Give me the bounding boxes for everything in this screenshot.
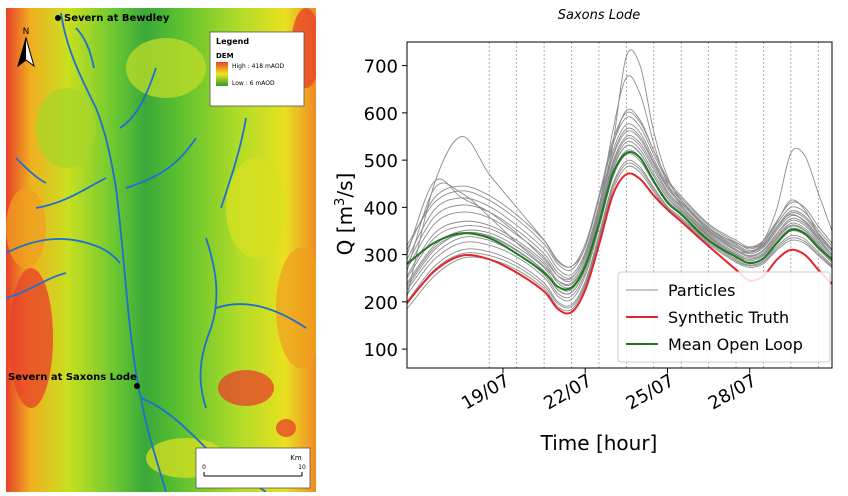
chart-legend: Particles Synthetic Truth Mean Open Loop xyxy=(617,271,831,363)
x-tick-label-28/07: 28/07 xyxy=(705,370,760,414)
y-axis-label-main: Q [m xyxy=(333,206,357,255)
station-saxons-lode-marker xyxy=(134,383,140,389)
rivers xyxy=(5,12,307,493)
particle-line-8 xyxy=(406,159,833,307)
y-tick-label-400: 400 xyxy=(364,198,398,219)
map-legend-low: Low : 6 mAOD xyxy=(232,80,275,87)
particle-line-15 xyxy=(406,162,833,309)
legend-label-synthetic-truth: Synthetic Truth xyxy=(668,308,789,327)
dem-map-svg: N Severn at Bewdley Severn at Saxons Lod… xyxy=(5,8,326,493)
y-axis-label: Q [m3/s] xyxy=(333,173,357,256)
dem-map: N Severn at Bewdley Severn at Saxons Lod… xyxy=(5,8,326,493)
particle-line-2 xyxy=(406,108,833,298)
particle-line-17 xyxy=(406,144,833,295)
station-bewdley-marker xyxy=(55,15,61,21)
y-tick-label-500: 500 xyxy=(364,151,398,172)
particle-line-4 xyxy=(406,137,833,289)
particle-line-6 xyxy=(406,123,833,276)
particle-line-5 xyxy=(406,130,833,283)
map-legend-colorbar xyxy=(216,62,228,86)
series-lines xyxy=(406,150,833,315)
scale-bar-end: 10 xyxy=(298,464,306,471)
map-legend-subtitle: DEM xyxy=(216,52,234,60)
hydrograph-svg: Saxons Lode 100 200 300 400 500 600 700 19/07 2… xyxy=(333,8,833,455)
plot-frame xyxy=(406,41,833,369)
scale-bar-unit: Km xyxy=(290,454,302,462)
y-axis-label-end: /s] xyxy=(333,173,357,198)
north-label: N xyxy=(23,27,30,37)
series-line-mean-open-loop xyxy=(406,150,833,291)
x-axis-ticks: 19/07 22/07 25/07 28/07 xyxy=(458,368,760,414)
y-axis-ticks: 100 200 300 400 500 600 700 xyxy=(364,57,407,361)
hydrograph-chart: Saxons Lode 100 200 300 400 500 600 700 19/07 2… xyxy=(330,0,848,492)
map-legend: Legend DEM High : 418 mAOD Low : 6 mAOD xyxy=(209,31,305,107)
station-saxons-lode-label: Severn at Saxons Lode xyxy=(8,372,137,383)
chart-legend-box xyxy=(617,271,831,363)
north-arrow-icon: N xyxy=(17,27,35,68)
y-tick-label-100: 100 xyxy=(364,340,398,361)
x-tick-label-19/07: 19/07 xyxy=(458,370,513,414)
y-tick-label-600: 600 xyxy=(364,104,398,125)
chart-title: Saxons Lode xyxy=(558,8,640,23)
x-tick-label-25/07: 25/07 xyxy=(623,370,678,414)
particle-line-9 xyxy=(406,165,833,312)
series-line-synthetic-truth xyxy=(406,172,833,315)
map-legend-title: Legend xyxy=(216,37,249,46)
particle-line-16 xyxy=(406,111,833,268)
scale-bar-start: 0 xyxy=(202,464,206,471)
particle-line-12 xyxy=(406,135,833,287)
x-tick-label-22/07: 22/07 xyxy=(540,370,595,414)
particle-line-11 xyxy=(406,116,833,272)
scale-bar: Km 0 10 xyxy=(195,447,311,489)
station-bewdley-label: Severn at Bewdley xyxy=(64,13,170,24)
map-legend-high: High : 418 mAOD xyxy=(232,63,285,70)
y-axis-label-sup: 3 xyxy=(333,198,348,206)
legend-label-mean-open-loop: Mean Open Loop xyxy=(668,335,803,354)
particle-line-14 xyxy=(406,127,833,279)
y-tick-label-700: 700 xyxy=(364,57,398,78)
y-tick-label-300: 300 xyxy=(364,246,398,267)
particle-line-1 xyxy=(406,75,833,281)
y-tick-label-200: 200 xyxy=(364,293,398,314)
legend-label-particles: Particles xyxy=(668,281,735,300)
x-axis-label: Time [hour] xyxy=(540,431,658,455)
particle-line-10 xyxy=(406,140,833,292)
